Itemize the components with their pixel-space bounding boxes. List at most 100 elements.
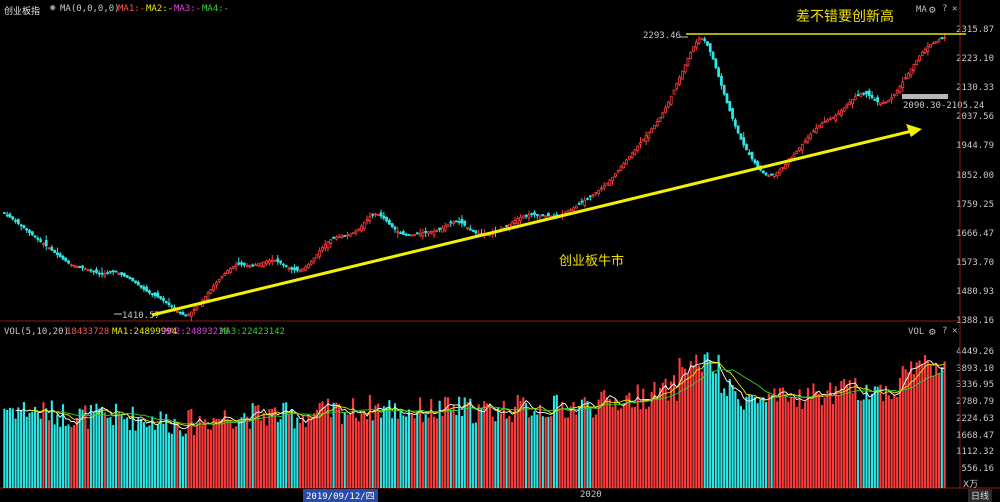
volume-bar <box>851 393 854 488</box>
candle-body <box>764 172 768 176</box>
volume-bar <box>932 375 935 488</box>
close-icon[interactable]: ✕ <box>952 4 958 14</box>
candle-body <box>326 241 330 249</box>
volume-bar <box>511 421 514 488</box>
volume-bar <box>890 398 893 488</box>
volume-bar <box>430 399 433 488</box>
volume-bar <box>31 411 34 488</box>
volume-bar <box>469 398 472 488</box>
volume-bar <box>617 409 620 488</box>
volume-bar <box>628 392 631 488</box>
candle-body <box>139 285 143 288</box>
period-button[interactable]: 日线 <box>968 489 993 502</box>
candle-body <box>201 299 204 307</box>
candle-body <box>778 169 782 174</box>
volume-bar <box>290 409 293 488</box>
volume-bar <box>561 401 564 488</box>
volume-bar <box>332 402 335 488</box>
candle-body <box>538 214 542 218</box>
candle-body <box>667 101 670 108</box>
vol-gear-icon[interactable]: ⚙ <box>929 325 936 338</box>
volume-bar <box>73 425 76 488</box>
help-icon[interactable]: ? <box>942 4 948 14</box>
volume-bar <box>22 402 25 488</box>
volume-bar <box>653 381 656 488</box>
candle-body <box>170 305 174 308</box>
candle-body <box>178 311 182 314</box>
vol-help-icon[interactable]: ? <box>942 326 948 336</box>
candle-body <box>30 231 34 236</box>
candle-body <box>775 171 779 177</box>
volume-bar <box>444 396 447 488</box>
volume-bar <box>56 414 59 488</box>
volume-bar <box>488 403 491 488</box>
candle-body <box>301 268 305 272</box>
candle-body <box>569 209 573 212</box>
candle-body <box>97 272 101 275</box>
candle-body <box>388 219 391 225</box>
candle-body <box>494 231 497 233</box>
ma-settings-icon[interactable]: ◉ <box>50 3 56 13</box>
volume-bar <box>737 399 740 488</box>
candle-body <box>16 218 20 224</box>
volume-bar <box>664 378 667 488</box>
candle-body <box>901 81 905 88</box>
volume-bar <box>218 419 221 488</box>
volume-bar <box>594 414 597 488</box>
volume-bar <box>449 409 452 488</box>
candle-body <box>714 58 718 69</box>
candle-body <box>103 273 107 277</box>
volume-bar <box>759 399 762 488</box>
volume-bar <box>8 407 12 488</box>
volume-bar <box>424 414 427 488</box>
candle-body <box>11 216 15 220</box>
candle-body <box>164 300 168 304</box>
candle-body <box>862 92 866 95</box>
candle-body <box>918 55 921 62</box>
volume-bar <box>268 409 271 488</box>
price-tick-label: 2130.33 <box>956 83 994 94</box>
volume-bar <box>924 355 927 488</box>
candle-body <box>563 212 567 215</box>
volume-bar <box>419 397 422 488</box>
volume-bar <box>382 406 385 488</box>
volume-bar <box>466 402 469 488</box>
volume-bar <box>910 361 913 488</box>
candle-body <box>223 273 227 276</box>
candle-body <box>516 218 520 224</box>
candle-body <box>644 135 648 142</box>
candle-body <box>145 286 149 292</box>
vol-label[interactable]: VOL(5,10,20) <box>4 327 70 337</box>
candle-body <box>549 215 553 218</box>
volume-bar <box>695 354 698 488</box>
vol-close-icon[interactable]: ✕ <box>952 326 958 336</box>
volume-bar <box>929 364 932 488</box>
vol-tool-label[interactable]: VOL <box>908 327 925 337</box>
volume-bar <box>47 420 51 488</box>
candle-body <box>814 127 818 134</box>
volume-tick-label: 1668.47 <box>956 430 994 441</box>
settings-gear-icon[interactable]: ⚙ <box>929 3 936 16</box>
volume-bar <box>898 377 902 488</box>
candle-body <box>692 46 695 52</box>
price-tick-label: 1944.79 <box>956 141 994 152</box>
volume-bar <box>313 413 316 488</box>
candle-body <box>577 203 581 205</box>
volume-bar <box>42 402 45 488</box>
candle-body <box>125 275 129 278</box>
candle-body <box>150 293 154 295</box>
candle-body <box>873 98 877 101</box>
ma-params[interactable]: MA(0,0,0,0) <box>60 4 120 14</box>
volume-bar <box>301 416 304 488</box>
candle-body <box>109 270 112 273</box>
candle-body <box>555 214 559 217</box>
volume-bar <box>868 399 871 488</box>
volume-ma-line <box>57 369 945 425</box>
candle-body <box>641 138 645 142</box>
candle-body <box>131 277 135 282</box>
candle-body <box>242 262 246 266</box>
volume-bar <box>544 417 547 488</box>
volume-bar <box>564 417 567 488</box>
ma-tool-label[interactable]: MA <box>916 5 927 15</box>
candle-body <box>399 232 402 235</box>
